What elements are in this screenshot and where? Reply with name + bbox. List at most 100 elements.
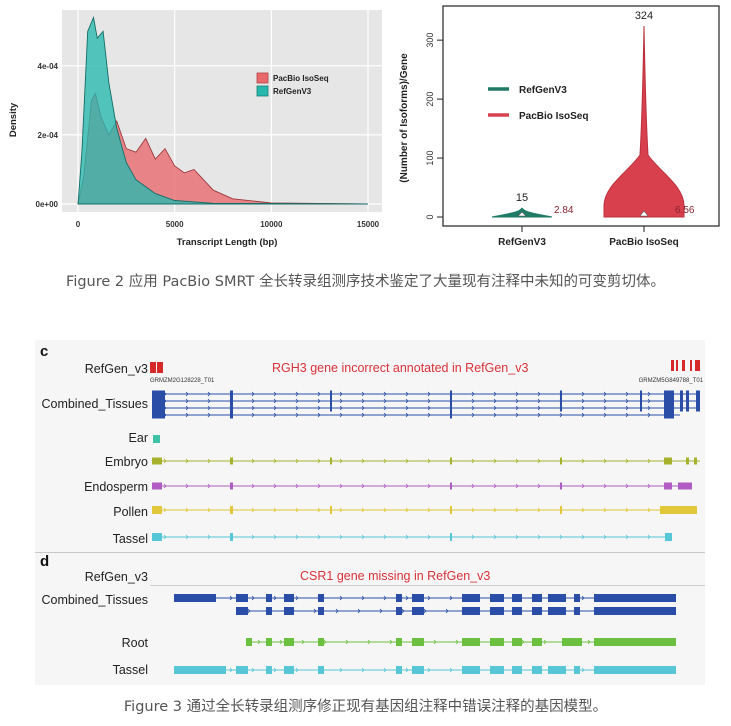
refgen-exon-right xyxy=(676,360,678,371)
combined-transcript-3-strand-arrow xyxy=(339,405,343,411)
refgen-exon-right xyxy=(671,360,674,371)
pollen-transcript-strand-arrow xyxy=(427,507,431,513)
combined-transcript-4-exon xyxy=(152,411,165,419)
embryo-transcript-strand-arrow xyxy=(361,458,365,464)
tassel-transcript-strand-arrow xyxy=(295,534,299,540)
combined-transcript-3-strand-arrow xyxy=(251,405,255,411)
csr1-combined-transcript-2-strand-arrow xyxy=(401,608,405,614)
refgen-exon-left xyxy=(150,362,156,373)
tassel-transcript-exon xyxy=(152,533,162,541)
pollen-transcript-strand-arrow xyxy=(251,507,255,513)
csr1-tassel-transcript-exon xyxy=(412,666,424,674)
combined-transcript-4-strand-arrow xyxy=(603,412,607,418)
csr1-root-transcript-exon xyxy=(396,638,402,646)
embryo-transcript-strand-arrow xyxy=(603,458,607,464)
csr1-combined-transcript-1-exon xyxy=(490,594,504,602)
violin-pacbio xyxy=(603,25,685,218)
combined-transcript-4-strand-arrow xyxy=(295,412,299,418)
embryo-transcript-strand-arrow xyxy=(251,458,255,464)
endosperm-transcript-strand-arrow xyxy=(603,483,607,489)
combined-transcript-1-strand-arrow xyxy=(515,391,519,397)
combined-transcript-1-strand-arrow xyxy=(339,391,343,397)
combined-transcript-4-strand-arrow xyxy=(625,412,629,418)
tassel-transcript-strand-arrow xyxy=(581,534,585,540)
combined-transcript-3-exon xyxy=(696,404,700,412)
combined-transcript-4-strand-arrow xyxy=(515,412,519,418)
legend-label-pacbio: PacBio IsoSeq xyxy=(273,74,329,83)
pollen-transcript-strand-arrow xyxy=(405,507,409,513)
violin-y-tick-label: 0 xyxy=(425,214,435,219)
csr1-combined-transcript-1-strand-arrow xyxy=(273,595,277,601)
violin-shapes: 15 324 2.84 6.56 xyxy=(491,10,695,218)
csr1-root-transcript-exon xyxy=(594,638,676,646)
combined-transcript-4-strand-arrow xyxy=(339,412,343,418)
endosperm-transcript-strand-arrow xyxy=(471,483,475,489)
violin-y-axis-label: (Number of Isoforms)/Gene xyxy=(399,53,410,183)
tassel-transcript-strand-arrow xyxy=(273,534,277,540)
csr1-tassel-transcript-exon xyxy=(548,666,566,674)
combined-transcript-4-exon xyxy=(450,411,452,419)
panel-c-annotation: RGH3 gene incorrect annotated in RefGen_… xyxy=(272,361,529,375)
legend-swatch-refgen xyxy=(256,85,269,97)
endosperm-transcript-strand-arrow xyxy=(625,483,629,489)
violin-max-label: 324 xyxy=(635,10,653,22)
combined-transcript-1-exon xyxy=(686,390,689,398)
combined-transcript-2-strand-arrow xyxy=(471,398,475,404)
csr1-combined-transcript-2-strand-arrow xyxy=(423,608,427,614)
csr1-root-transcript-exon xyxy=(412,638,424,646)
violin-y-tick-label: 100 xyxy=(425,151,435,166)
embryo-transcript-strand-arrow xyxy=(515,458,519,464)
endosperm-transcript-strand-arrow xyxy=(581,483,585,489)
density-y-tick-label: 0e+00 xyxy=(36,200,59,209)
combined-transcript-3-strand-arrow xyxy=(427,405,431,411)
combined-transcript-2-exon xyxy=(680,397,683,405)
csr1-combined-transcript-2-exon xyxy=(412,607,424,615)
csr1-tassel-transcript-exon xyxy=(236,666,248,674)
combined-transcript-1-exon xyxy=(640,390,642,398)
csr1-combined-transcript-2-exon xyxy=(462,607,480,615)
csr1-combined-transcript-1-exon xyxy=(236,594,248,602)
csr1-tassel-transcript-exon xyxy=(174,666,226,674)
csr1-combined-transcript-1-exon xyxy=(574,594,580,602)
csr1-combined-transcript-2-strand-arrow xyxy=(335,608,339,614)
track-label-embryo: Embryo xyxy=(104,455,148,469)
refgen-exon-right xyxy=(690,360,692,371)
combined-transcript-2-strand-arrow xyxy=(317,398,321,404)
endosperm-transcript-exon xyxy=(450,482,452,490)
combined-transcript-1-strand-arrow xyxy=(471,391,475,397)
combined-transcript-3-strand-arrow xyxy=(471,405,475,411)
csr1-tassel-transcript-strand-arrow xyxy=(383,667,387,673)
combined-transcript-1-exon xyxy=(330,390,332,398)
csr1-tassel-transcript-strand-arrow xyxy=(229,667,233,673)
endosperm-transcript-strand-arrow xyxy=(163,483,167,489)
csr1-root-transcript-strand-arrow xyxy=(543,639,547,645)
combined-transcript-1-strand-arrow xyxy=(207,391,211,397)
csr1-tassel-transcript-strand-arrow xyxy=(295,667,299,673)
combined-transcript-1-exon xyxy=(560,390,562,398)
combined-transcript-4-strand-arrow xyxy=(471,412,475,418)
csr1-tassel-transcript-exon xyxy=(512,666,522,674)
gene-id-left: GRMZM2G128228_T01 xyxy=(150,378,215,384)
combined-transcript-1-strand-arrow xyxy=(427,391,431,397)
combined-transcript-2-strand-arrow xyxy=(295,398,299,404)
tassel-transcript-strand-arrow xyxy=(251,534,255,540)
csr1-tassel-transcript-strand-arrow xyxy=(361,667,365,673)
combined-transcript-4-strand-arrow xyxy=(361,412,365,418)
csr1-combined-transcript-1-exon xyxy=(548,594,566,602)
csr1-root-transcript-exon xyxy=(512,638,522,646)
tassel-transcript-strand-arrow xyxy=(515,534,519,540)
endosperm-transcript-exon xyxy=(560,482,562,490)
pollen-transcript-strand-arrow xyxy=(361,507,365,513)
refgen-exon-right xyxy=(695,360,700,371)
density-y-axis-label: Density xyxy=(8,102,19,137)
csr1-combined-transcript-1-strand-arrow xyxy=(449,595,453,601)
embryo-transcript-strand-arrow xyxy=(273,458,277,464)
tassel-transcript-strand-arrow xyxy=(405,534,409,540)
pollen-transcript-strand-arrow xyxy=(207,507,211,513)
combined-transcript-3-strand-arrow xyxy=(185,405,189,411)
track-label-refgen: RefGen_v3 xyxy=(84,362,148,376)
tassel-transcript-strand-arrow xyxy=(493,534,497,540)
csr1-root-transcript-strand-arrow xyxy=(455,639,459,645)
endosperm-transcript-strand-arrow xyxy=(537,483,541,489)
pollen-transcript-exon xyxy=(450,506,452,514)
